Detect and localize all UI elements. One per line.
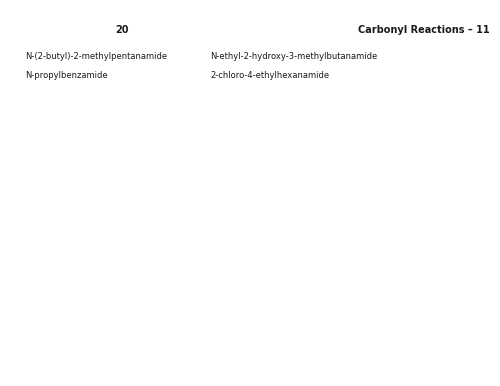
Text: Carbonyl Reactions – 11: Carbonyl Reactions – 11 — [358, 25, 490, 35]
Text: N-(2-butyl)-2-methylpentanamide: N-(2-butyl)-2-methylpentanamide — [25, 52, 167, 61]
Text: 20: 20 — [116, 25, 129, 35]
Text: N-propylbenzamide: N-propylbenzamide — [25, 71, 107, 80]
Text: 2-chloro-4-ethylhexanamide: 2-chloro-4-ethylhexanamide — [210, 71, 329, 80]
Text: N-ethyl-2-hydroxy-3-methylbutanamide: N-ethyl-2-hydroxy-3-methylbutanamide — [210, 52, 378, 61]
